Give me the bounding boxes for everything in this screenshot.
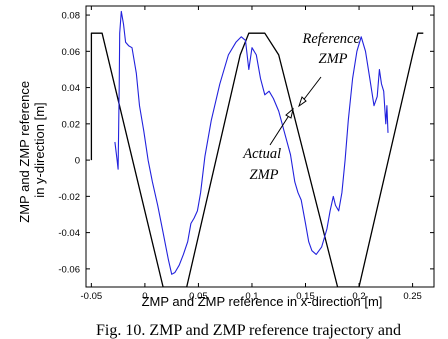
plot-area <box>85 5 435 288</box>
reference-annotation-arrowhead <box>298 96 307 108</box>
actual-annotation-arrowhead <box>285 107 294 119</box>
series-layer <box>90 10 424 287</box>
actual-zmp-annotation: Actual ZMP <box>242 146 284 183</box>
x-tick-label: 0.2 <box>352 291 365 302</box>
figure-caption: Fig. 10. ZMP and ZMP reference trajector… <box>96 322 401 339</box>
y-tick-label: 0.06 <box>62 47 81 58</box>
y-axis-title-line-2: in y-direction [m] <box>32 102 47 197</box>
x-tick-label: 0.05 <box>189 291 208 302</box>
reference-annotation-line-1: Reference <box>301 31 360 47</box>
axis-ticks <box>86 6 434 287</box>
reference-zmp-annotation: Reference ZMP <box>301 31 363 67</box>
reference-zmp-line <box>90 32 424 287</box>
y-tick-label: -0.04 <box>58 228 80 239</box>
y-axis-title-line-1: ZMP and ZMP reference <box>17 81 32 223</box>
x-tick-labels: -0.05 0 0.05 0.1 0.15 0.2 0.25 <box>81 291 422 302</box>
x-tick-label: 0.15 <box>296 291 315 302</box>
x-tick-label: -0.05 <box>81 291 103 302</box>
y-tick-labels: 0.08 0.06 0.04 0.02 0 -0.02 -0.04 -0.06 <box>58 11 80 276</box>
x-tick-label: 0 <box>142 291 147 302</box>
reference-annotation-line-2: ZMP <box>319 51 348 67</box>
actual-annotation-line-2: ZMP <box>250 167 279 183</box>
x-tick-label: 0.25 <box>403 291 422 302</box>
y-tick-label: 0.08 <box>62 11 81 22</box>
y-tick-label: -0.02 <box>58 192 80 203</box>
y-tick-label: -0.06 <box>58 264 80 275</box>
y-axis-title: ZMP and ZMP reference in y-direction [m] <box>17 77 47 222</box>
x-axis-title: ZMP and ZMP reference in x-direction [m] <box>142 294 383 309</box>
y-tick-label: 0 <box>75 156 80 167</box>
x-tick-label: 0.1 <box>245 291 258 302</box>
actual-annotation-line-1: Actual <box>242 146 281 162</box>
y-tick-label: 0.02 <box>62 119 81 130</box>
y-tick-label: 0.04 <box>62 83 81 94</box>
actual-zmp-line <box>114 10 389 275</box>
